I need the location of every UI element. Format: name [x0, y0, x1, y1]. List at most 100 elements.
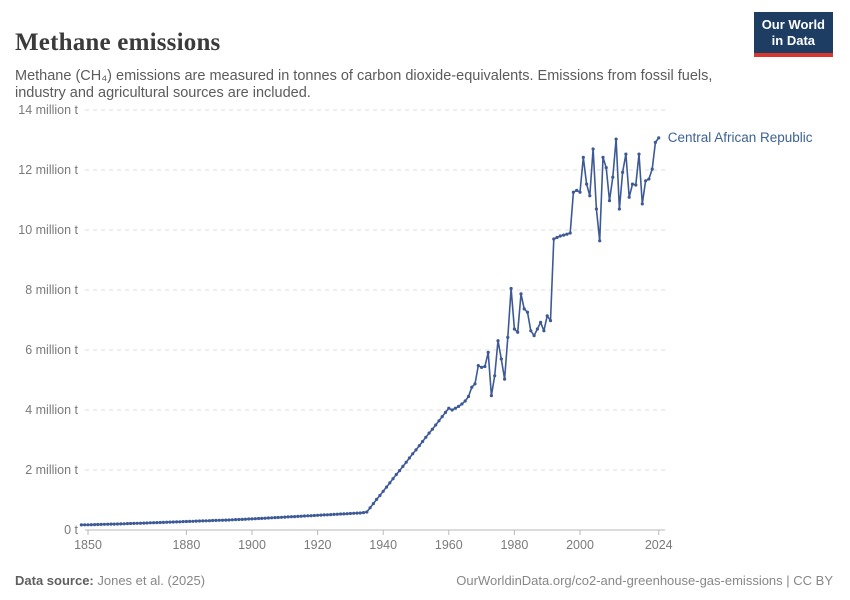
data-point [457, 404, 461, 408]
data-point [283, 515, 287, 519]
data-point [161, 520, 165, 525]
data-point [184, 519, 188, 524]
data-point [316, 513, 320, 517]
data-point [224, 518, 228, 522]
data-point [565, 232, 569, 236]
data-point [476, 364, 480, 368]
data-point [440, 415, 444, 419]
data-point [558, 234, 562, 238]
data-point [96, 522, 100, 527]
data-point [220, 518, 225, 522]
y-axis-tick-label: 2 million t [25, 463, 78, 477]
data-point [102, 522, 106, 526]
data-point [634, 183, 638, 187]
data-point [329, 513, 333, 517]
data-point [407, 456, 411, 460]
data-point [368, 506, 372, 510]
data-point [637, 152, 641, 156]
data-point [371, 502, 375, 506]
data-point [411, 452, 415, 456]
data-point [657, 136, 661, 140]
data-point [155, 521, 159, 525]
data-point [181, 520, 185, 524]
data-point [473, 382, 477, 386]
x-axis-tick-label: 1960 [435, 538, 463, 552]
chart-subtitle: Methane (CH₄) emissions are measured in … [15, 67, 713, 102]
x-axis-tick-label: 1880 [172, 538, 200, 552]
data-point [358, 511, 362, 515]
data-point [302, 514, 307, 518]
data-point [650, 167, 654, 171]
data-point [509, 286, 513, 291]
owid-logo[interactable]: Our World in Data [753, 12, 833, 57]
data-point [607, 199, 612, 203]
data-point [470, 385, 474, 389]
data-point [496, 339, 500, 343]
x-axis-tick-label: 1900 [238, 538, 266, 552]
data-point [240, 517, 244, 522]
data-point [568, 231, 572, 235]
data-point [286, 515, 290, 519]
attribution-link[interactable]: OurWorldinData.org/co2-and-greenhouse-ga… [456, 573, 833, 588]
y-axis-tick-label: 6 million t [25, 343, 78, 357]
data-point [106, 522, 110, 526]
data-point [312, 513, 316, 518]
y-axis-labels: 0 t 2 million t 4 million t 6 million t 8 mi… [18, 103, 78, 537]
data-point [588, 194, 592, 198]
y-axis-tick-label: 14 million t [18, 103, 78, 117]
data-point [188, 519, 192, 524]
data-point [499, 357, 503, 361]
data-point [601, 155, 605, 159]
data-point [191, 519, 195, 523]
data-point [348, 511, 352, 516]
x-axis-tick-label: 2024 [645, 538, 673, 552]
data-point [355, 511, 359, 515]
data-point [250, 517, 254, 521]
data-point [430, 427, 434, 431]
data-point [450, 408, 454, 412]
data-point [145, 521, 149, 525]
data-point [545, 314, 549, 318]
x-axis-tick-label: 1980 [500, 538, 528, 552]
data-point [381, 489, 385, 493]
data-point [581, 155, 585, 159]
data-point [234, 518, 238, 522]
data-point [424, 435, 428, 439]
data-point [578, 190, 582, 194]
data-point [562, 233, 566, 237]
data-point [109, 522, 113, 526]
x-axis-tick-label: 1850 [74, 538, 102, 552]
data-point [375, 497, 379, 501]
data-point [168, 520, 172, 524]
data-point [89, 523, 93, 527]
data-point [158, 520, 162, 525]
series-entity-label: Central African Republic [668, 130, 813, 145]
data-point [325, 513, 329, 517]
data-source-label: Data source: [15, 573, 94, 588]
y-axis-tick-label: 10 million t [18, 223, 78, 237]
data-point [594, 207, 599, 211]
y-axis-tick-label: 0 t [64, 523, 78, 537]
data-point [237, 517, 241, 522]
data-point [135, 521, 139, 525]
data-point [204, 519, 208, 523]
data-point [630, 182, 635, 186]
data-point [227, 518, 231, 522]
data-point [365, 510, 369, 514]
data-source: Data source: Jones et al. (2025) [15, 573, 205, 588]
data-point [611, 175, 615, 179]
data-point [460, 402, 464, 406]
chart-title: Methane emissions [15, 28, 221, 56]
data-source-value: Jones et al. (2025) [93, 573, 206, 588]
data-point [119, 522, 123, 526]
data-point [125, 522, 129, 526]
data-point [296, 514, 300, 519]
data-point [293, 515, 297, 519]
data-point [345, 512, 349, 516]
data-point [211, 518, 215, 523]
data-point [571, 190, 576, 194]
data-point [309, 514, 313, 518]
data-point [83, 523, 87, 527]
data-series-line [80, 137, 660, 526]
